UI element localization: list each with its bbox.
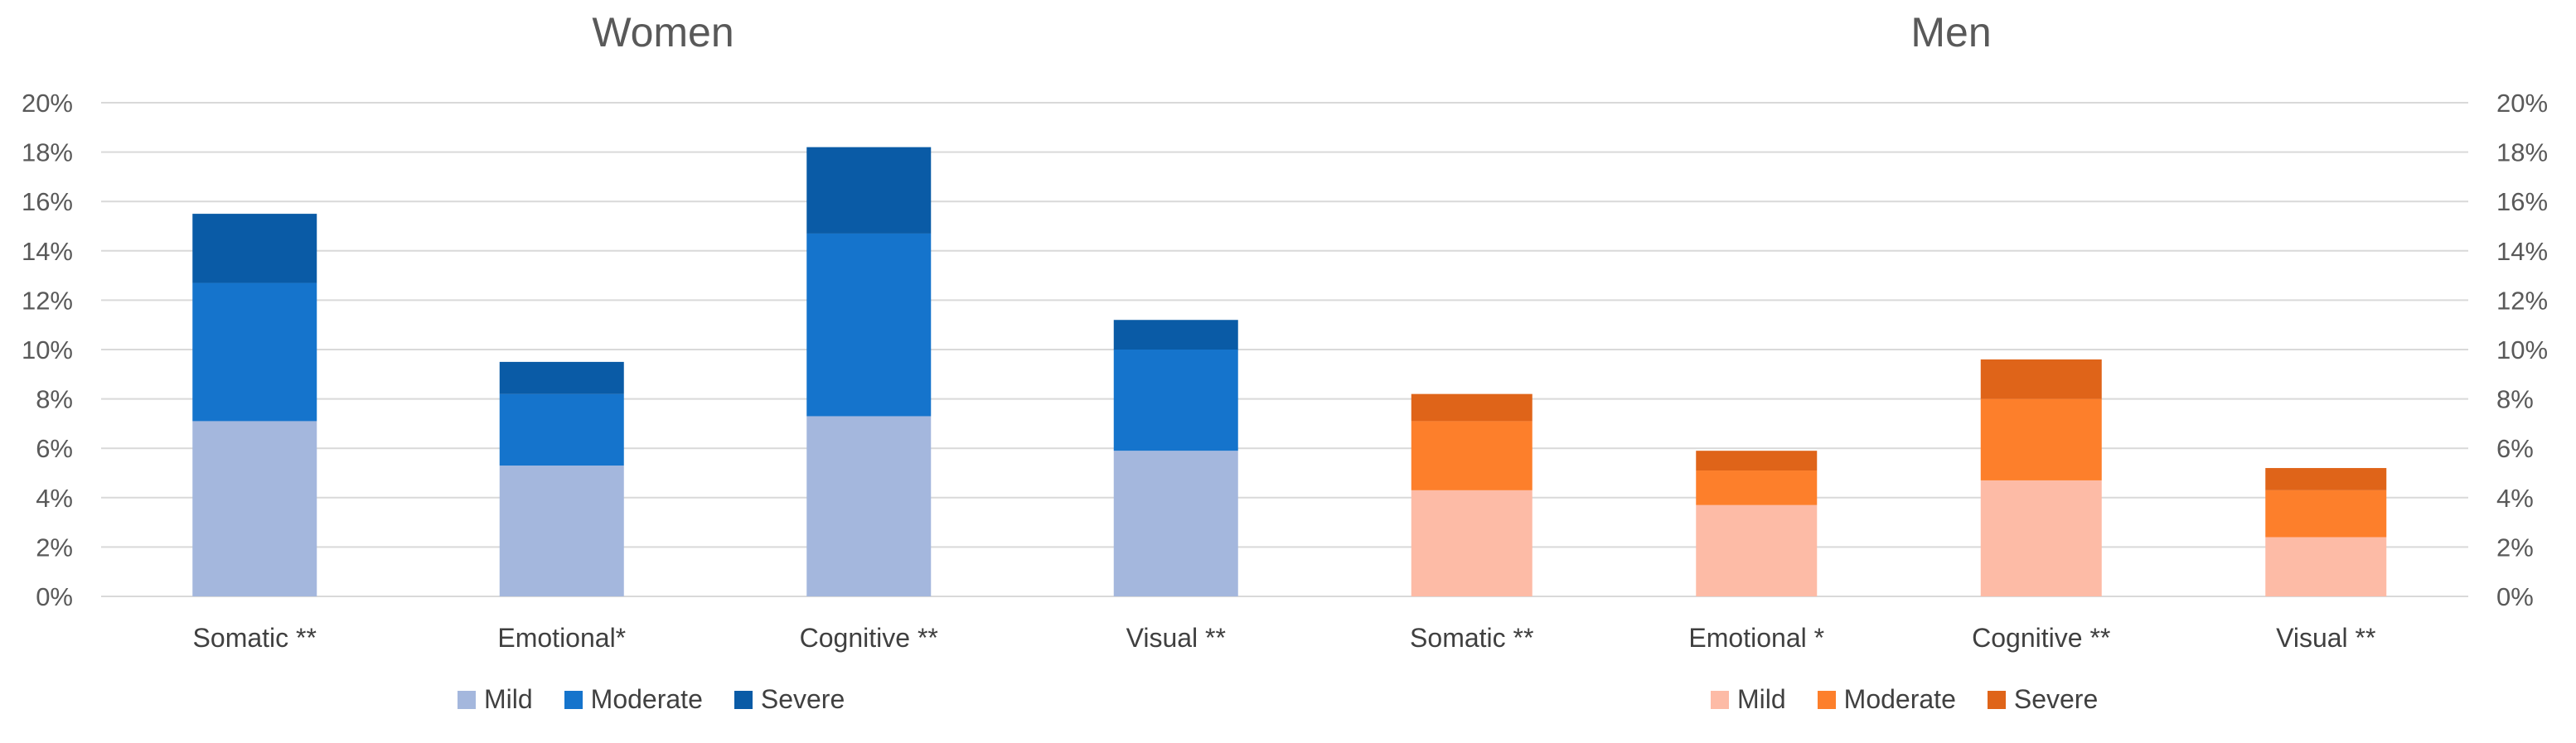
bar-moderate — [1980, 398, 2102, 480]
y-tick-label: 4% — [2496, 484, 2534, 513]
y-tick-label: 8% — [36, 385, 73, 414]
legend-item-mild: Mild — [458, 684, 533, 715]
legend-swatch — [458, 690, 476, 709]
y-tick-label: 20% — [22, 89, 73, 118]
y-tick-label: 18% — [22, 138, 73, 167]
y-tick-label: 6% — [2496, 434, 2534, 463]
bar-severe — [499, 361, 624, 394]
x-category-label: Emotional * — [1688, 623, 1824, 653]
x-category-label: Cognitive ** — [800, 623, 938, 653]
bar-moderate — [806, 233, 932, 417]
bar-mild — [1696, 504, 1818, 596]
y-tick-label: 2% — [2496, 533, 2534, 562]
y-tick-label: 16% — [22, 187, 73, 216]
y-tick-label: 0% — [2496, 582, 2534, 611]
bar-severe — [1411, 393, 1533, 422]
legend-item-moderate: Moderate — [1817, 684, 1956, 715]
bar-severe — [1113, 320, 1238, 350]
y-tick-label: 14% — [22, 237, 73, 266]
legend-item-severe: Severe — [1987, 684, 2099, 715]
legend-label: Severe — [760, 684, 845, 714]
y-tick-label: 14% — [2496, 237, 2548, 266]
legend-swatch — [564, 690, 583, 709]
legend-label: Moderate — [1843, 684, 1956, 714]
bar-severe — [806, 147, 932, 234]
y-tick-label: 10% — [22, 335, 73, 364]
legend-swatch — [1817, 690, 1836, 709]
x-category-label: Emotional* — [497, 623, 626, 653]
x-category-label: Somatic ** — [193, 623, 317, 653]
bar-mild — [1980, 480, 2102, 596]
chart-legend: Mild Moderate Severe — [1711, 684, 2098, 715]
y-tick-label: 20% — [2496, 89, 2548, 118]
bar-severe — [192, 214, 317, 283]
legend-item-mild: Mild — [1711, 684, 1786, 715]
y-tick-label: 10% — [2496, 335, 2548, 364]
bar-moderate — [1696, 470, 1818, 505]
bar-moderate — [192, 282, 317, 422]
y-tick-label: 4% — [36, 484, 73, 513]
bar-severe — [1696, 451, 1818, 471]
x-category-label: Visual ** — [2276, 623, 2375, 653]
x-category-label: Somatic ** — [1410, 623, 1533, 653]
y-tick-label: 0% — [36, 582, 73, 611]
bar-mild — [806, 416, 932, 596]
legend-label: Mild — [484, 684, 533, 714]
y-tick-label: 6% — [36, 434, 73, 463]
y-tick-label: 16% — [2496, 187, 2548, 216]
legend-label: Severe — [2013, 684, 2099, 714]
bar-moderate — [1113, 350, 1238, 451]
bar-mild — [2265, 537, 2387, 596]
legend-item-severe: Severe — [734, 684, 845, 715]
chart-title: Men — [1910, 9, 1992, 55]
x-category-label: Visual ** — [1126, 623, 1226, 653]
y-tick-label: 12% — [2496, 286, 2548, 315]
y-tick-label: 12% — [22, 286, 73, 315]
legend-label: Moderate — [590, 684, 703, 714]
bar-moderate — [2265, 490, 2387, 538]
bar-severe — [1980, 359, 2102, 399]
x-category-label: Cognitive ** — [1972, 623, 2110, 653]
chart-legend: Mild Moderate Severe — [458, 684, 845, 715]
legend-swatch — [1987, 690, 2006, 709]
bar-mild — [192, 421, 317, 596]
legend-item-moderate: Moderate — [564, 684, 703, 715]
bar-moderate — [499, 393, 624, 466]
legend-label: Mild — [1737, 684, 1786, 714]
bar-moderate — [1411, 421, 1533, 490]
y-tick-label: 8% — [2496, 385, 2534, 414]
women-chart-svg: 0% 2% 4% 6% 8% 10% 12% 14% 16% 18% 20% Somatic ** Em… — [22, 89, 1329, 653]
men-chart-svg: 0% 2% 4% 6% 8% 10% 12% 14% 16% 18% 20% Somatic ** Em… — [1329, 89, 2548, 653]
bar-severe — [2265, 468, 2387, 490]
bar-mild — [499, 466, 624, 596]
legend-swatch — [734, 690, 753, 709]
bar-mild — [1113, 451, 1238, 596]
chart-title: Women — [592, 9, 734, 55]
legend-swatch — [1711, 690, 1729, 709]
y-tick-label: 2% — [36, 533, 73, 562]
men-chart-panel: Men 0% 2% 4% 6% 8% 10% 12% 14% 16% 18% 20% Somatic … — [1329, 0, 2576, 743]
women-chart-panel: Women 0% 2% 4% 6% 8% 10% 12% 14% 16% 18% 20% Somati… — [22, 9, 1329, 715]
y-tick-label: 18% — [2496, 138, 2548, 167]
bar-mild — [1411, 490, 1533, 596]
